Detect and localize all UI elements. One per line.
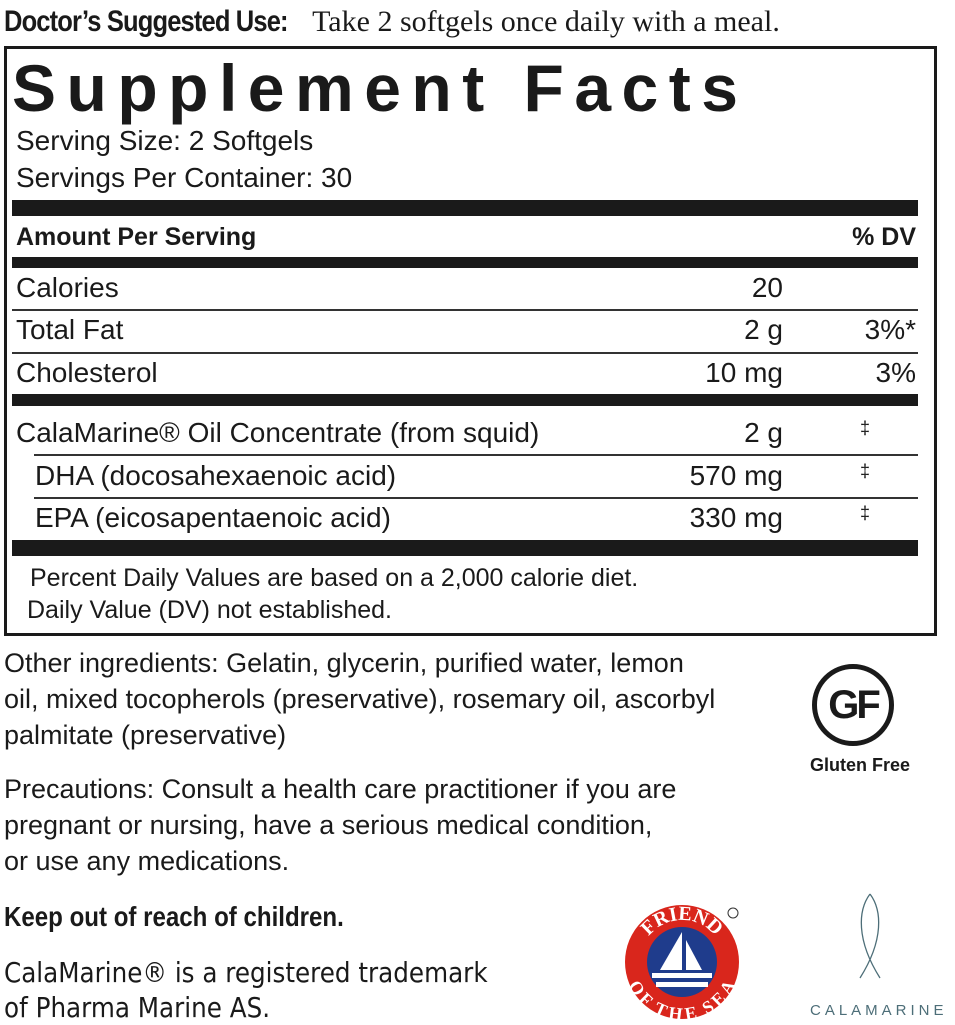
footnote-not-established: Daily Value (DV) not established. — [27, 596, 392, 624]
divider — [34, 454, 918, 456]
gluten-free-label: Gluten Free — [810, 755, 911, 775]
trademark-line: of Pharma Marine AS. — [4, 991, 271, 1024]
divider — [12, 309, 918, 311]
other-ingredients-line: palmitate (preservative) — [4, 720, 287, 750]
precautions-line: or use any medications. — [4, 846, 290, 876]
row-amount: 2 g — [744, 314, 783, 345]
row-amount: 570 mg — [689, 460, 783, 491]
precautions-line: pregnant or nursing, have a serious medi… — [4, 810, 653, 840]
divider-thick — [12, 200, 918, 216]
gluten-free-mark: GF — [828, 683, 881, 727]
row-amount: 330 mg — [689, 502, 783, 533]
header-amount: Amount Per Serving — [16, 223, 257, 251]
row-name: DHA (docosahexaenoic acid) — [35, 460, 397, 491]
serving-size: Serving Size: 2 Softgels — [16, 125, 314, 156]
header-dv: % DV — [852, 223, 916, 251]
suggested-use-label: Doctor’s Suggested Use: — [4, 5, 289, 38]
row-dv: 3% — [875, 357, 916, 388]
children-warning: Keep out of reach of children. — [4, 901, 344, 932]
friend-of-the-sea-logo: FRIEND OF THE SEA — [625, 903, 740, 1024]
row-name: EPA (eicosapentaenoic acid) — [35, 502, 391, 533]
suggested-use: Doctor’s Suggested Use: Take 2 softgels … — [4, 2, 780, 42]
facts-title: Supplement Facts — [12, 51, 749, 125]
row-dv: ‡ — [860, 418, 871, 438]
row-dv: 3%* — [864, 314, 916, 345]
footnote-dv: Percent Daily Values are based on a 2,00… — [30, 564, 639, 592]
other-ingredients-line: oil, mixed tocopherols (preservative), r… — [4, 684, 716, 714]
precautions: Precautions: Consult a health care pract… — [4, 771, 676, 879]
trademark-notice: CalaMarine® is a registered trademark of… — [4, 955, 488, 1025]
precautions-line: Precautions: Consult a health care pract… — [4, 774, 677, 804]
supplement-facts-panel — [4, 46, 937, 636]
row-amount: 10 mg — [705, 357, 783, 388]
suggested-use-text: Take 2 softgels once daily with a meal. — [312, 5, 780, 38]
row-dv: ‡ — [860, 503, 871, 523]
divider — [34, 497, 918, 499]
calamarine-logo-text: CALAMARINE — [810, 1002, 948, 1019]
row-name: Total Fat — [16, 314, 124, 345]
divider-thick — [12, 540, 918, 556]
row-amount: 2 g — [744, 417, 783, 448]
gluten-free-icon: GF — [812, 664, 894, 746]
row-name: Calories — [16, 272, 119, 303]
divider-thick — [12, 257, 918, 268]
row-name: CalaMarine® Oil Concentrate (from squid) — [16, 417, 540, 448]
calamarine-fish-icon — [859, 893, 881, 979]
row-dv: ‡ — [860, 461, 871, 481]
row-amount: 20 — [751, 272, 783, 303]
other-ingredients: Other ingredients: Gelatin, glycerin, pu… — [4, 645, 715, 753]
row-name: Cholesterol — [16, 357, 158, 388]
divider — [12, 352, 918, 354]
other-ingredients-line: Other ingredients: Gelatin, glycerin, pu… — [4, 648, 684, 678]
trademark-line: CalaMarine® is a registered trademark — [4, 956, 488, 989]
servings-per-container: Servings Per Container: 30 — [16, 162, 353, 193]
divider-thick — [12, 394, 918, 406]
